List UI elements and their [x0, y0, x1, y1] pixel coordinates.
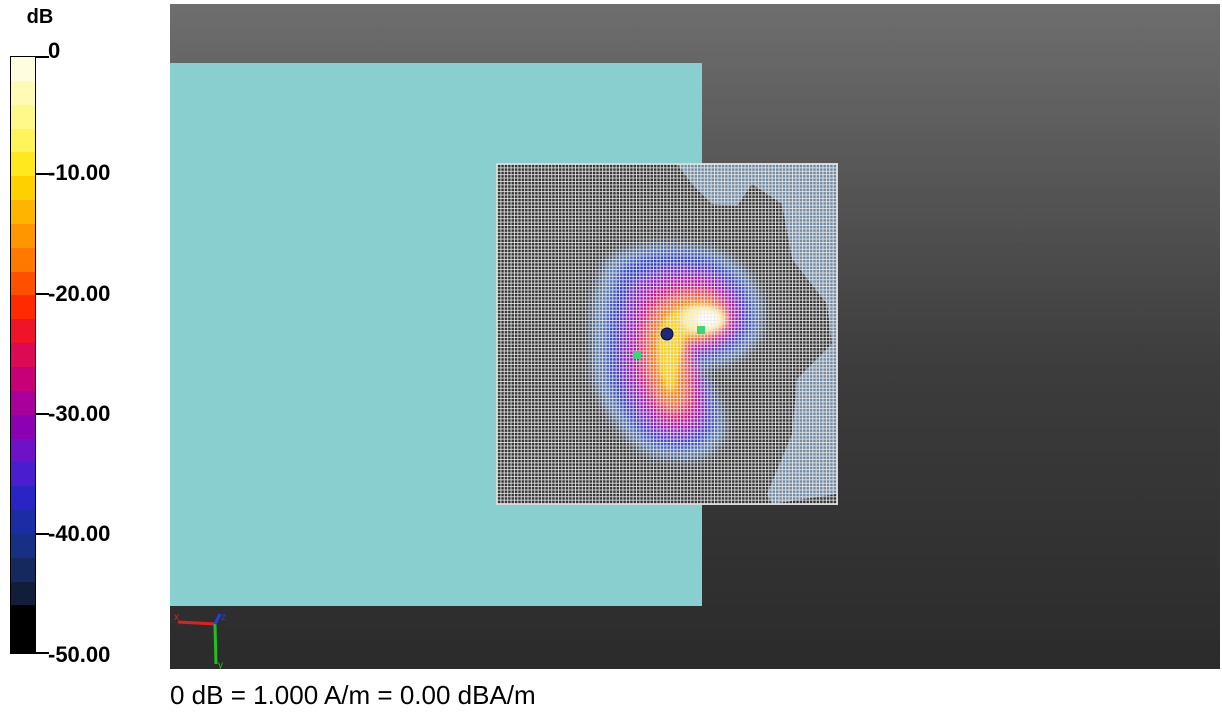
color-scale-step: [11, 581, 35, 606]
color-scale-step: [11, 271, 35, 296]
scale-label-30: -30.00: [48, 401, 111, 426]
color-scale-step: [11, 223, 35, 248]
color-scale-step: [11, 80, 35, 105]
color-scale-step: [11, 200, 35, 224]
scale-tick-40: [35, 533, 49, 535]
color-scale-step: [11, 343, 35, 367]
scale-label-50: -50.00: [48, 642, 111, 667]
scale-tick-30: [35, 413, 49, 415]
color-scale-step: [11, 319, 35, 344]
z-axis-line: [213, 613, 222, 625]
x-axis-label: x: [174, 612, 179, 623]
color-scale-step: [11, 366, 35, 391]
color-scale-step: [11, 295, 35, 320]
x-axis-line: [177, 620, 216, 626]
z-axis-label: z: [221, 612, 226, 623]
axis-triad: x y z: [174, 612, 226, 669]
reference-level-text: 0 dB = 1.000 A/m = 0.00 dBA/m: [170, 680, 536, 710]
color-scale-step: [11, 247, 35, 272]
scale-tick-50: [35, 652, 49, 654]
color-scale-step: [11, 414, 35, 439]
scale-label-0: 0: [48, 38, 61, 63]
scale-label-40: -40.00: [48, 521, 111, 546]
scale-label-20: -20.00: [48, 281, 111, 306]
measurement-grid: [497, 164, 837, 504]
color-scale-step: [11, 557, 35, 582]
color-scale-step: [11, 152, 35, 177]
color-scale-step: [11, 510, 35, 534]
y-axis-line: [213, 623, 218, 665]
scale-tick-0: [35, 56, 49, 58]
scale-label-10: -10.00: [48, 160, 111, 185]
color-scale-step: [11, 605, 35, 630]
color-scale-step: [11, 57, 35, 81]
color-scale-step: [11, 176, 35, 201]
color-scale-step: [11, 390, 35, 415]
scale-tick-20: [35, 293, 49, 295]
color-scale-step: [11, 128, 35, 153]
color-scale-step: [11, 104, 35, 129]
scale-unit-label: dB: [26, 6, 54, 28]
area-scan-map: [496, 163, 838, 505]
y-axis-label: y: [218, 660, 223, 669]
color-scale-step: [11, 438, 35, 463]
color-scale-step: [11, 486, 35, 511]
3d-viewport[interactable]: x y z: [170, 4, 1220, 669]
scale-tick-10: [35, 173, 49, 175]
color-scale-step: [11, 462, 35, 487]
color-scale-step: [11, 629, 35, 654]
color-scale-step: [11, 533, 35, 558]
color-scale-bar: [10, 56, 36, 654]
